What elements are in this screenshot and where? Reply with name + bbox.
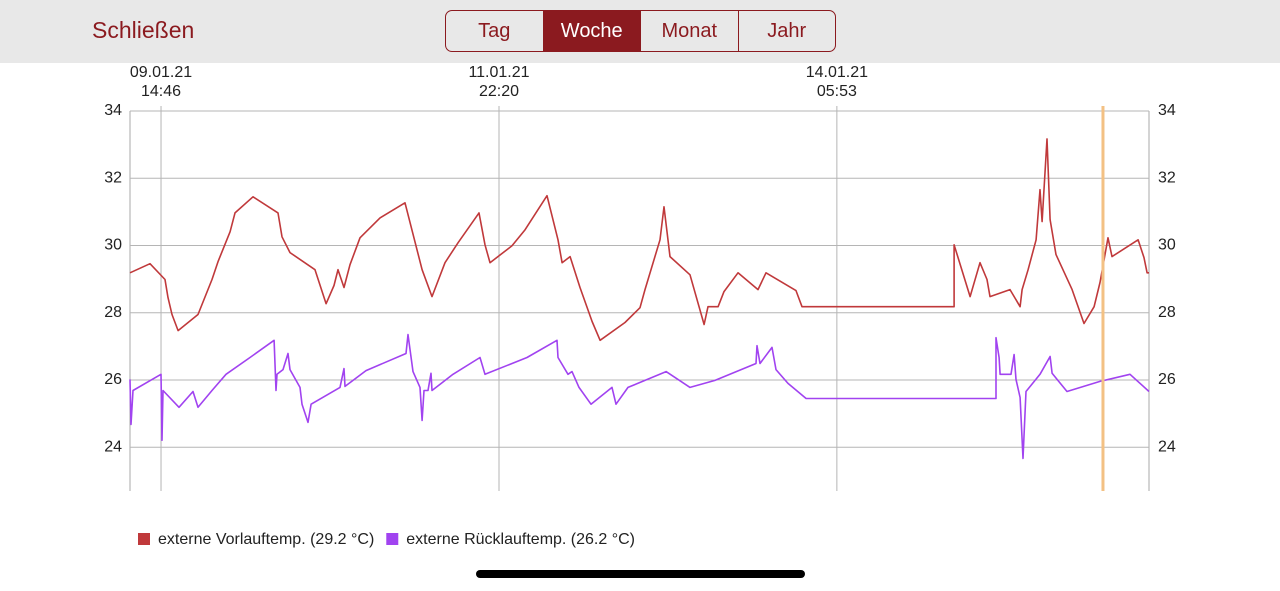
y2-tick-label: 26 <box>1158 371 1176 388</box>
close-button[interactable]: Schließen <box>92 17 195 43</box>
x-tick-label: 09.01.21 <box>130 64 192 81</box>
y-tick-label: 32 <box>104 169 122 186</box>
y-tick-label: 28 <box>104 304 122 321</box>
x-tick-label: 22:20 <box>479 83 519 100</box>
y2-tick-label: 34 <box>1158 102 1176 119</box>
legend-swatch <box>138 533 150 545</box>
x-tick-label: 14.01.21 <box>806 64 868 81</box>
x-tick-label: 11.01.21 <box>468 64 529 81</box>
y-tick-label: 30 <box>104 237 122 254</box>
data-line <box>129 333 1150 460</box>
toolbar: Schließen Tag Woche Monat Jahr <box>0 0 1280 63</box>
x-tick-label: 05:53 <box>817 83 857 100</box>
y2-tick-label: 32 <box>1158 169 1176 186</box>
data-line <box>129 138 1149 342</box>
legend-swatch <box>386 533 399 545</box>
y-tick-label: 26 <box>104 371 122 388</box>
period-selector: Tag Woche Monat Jahr <box>445 10 836 52</box>
x-tick-label: 14:46 <box>141 83 181 100</box>
y2-tick-label: 28 <box>1158 304 1176 321</box>
y-tick-label: 34 <box>104 102 122 119</box>
tab[interactable]: Tag <box>478 19 511 42</box>
y-tick-label: 24 <box>104 439 122 456</box>
y2-tick-label: 30 <box>1158 237 1176 254</box>
tab[interactable]: Jahr <box>737 11 836 51</box>
y2-tick-label: 24 <box>1158 439 1176 456</box>
home-indicator <box>476 570 805 578</box>
tab[interactable]: Monat <box>640 11 738 51</box>
tab[interactable]: Woche <box>542 11 640 51</box>
legend-label: externe Rücklauftemp. (26.2 °C) <box>406 531 635 548</box>
legend-label: externe Vorlauftemp. (29.2 °C) <box>158 531 374 548</box>
